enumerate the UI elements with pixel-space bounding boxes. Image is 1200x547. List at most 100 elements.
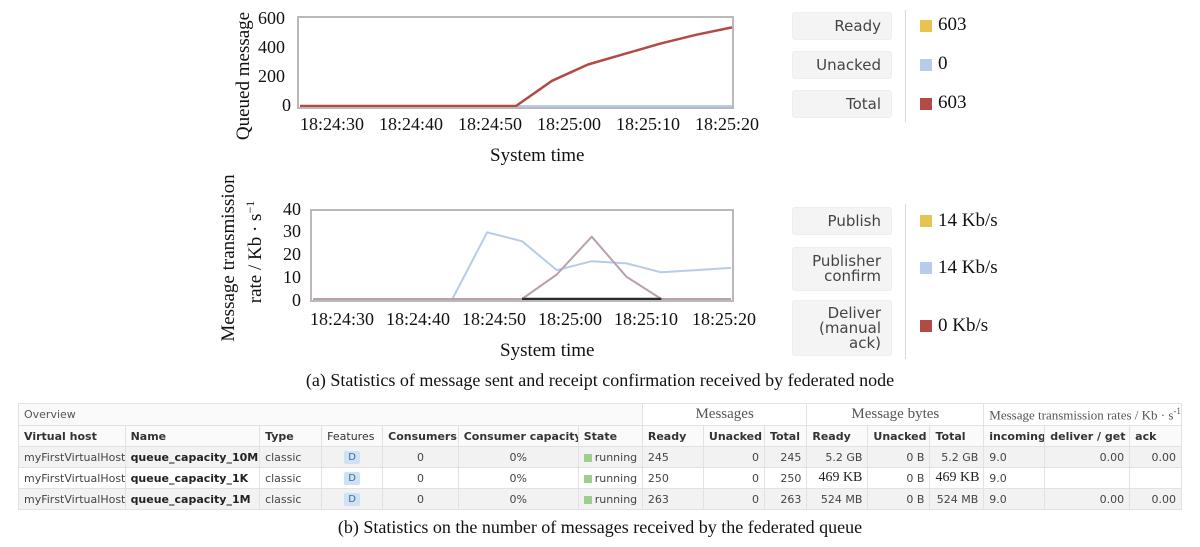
legend-total-label: Total (792, 90, 892, 118)
col-bytes-unacked[interactable]: Unacked (867, 425, 931, 447)
chart1-plot-area (297, 16, 734, 109)
cell-state: running (577, 467, 643, 489)
cell-deliver-get (1044, 467, 1131, 489)
legend-publish-value: 14 Kb/s (938, 210, 998, 231)
cell-unacked: 0 (702, 467, 765, 489)
col-msg-total[interactable]: Total (763, 425, 808, 447)
table-row[interactable]: myFirstVirtualHost queue_capacity_1K cla… (18, 467, 1182, 489)
cell-total: 263 (763, 488, 808, 510)
chart2-svg (310, 209, 734, 302)
chart2-xtick: 18:25:10 (614, 309, 679, 329)
chart2-xlabel: System time (500, 340, 595, 361)
col-msg-ready[interactable]: Ready (641, 425, 704, 447)
legend-unacked-label: Unacked (792, 51, 892, 79)
chart1-ytick: 200 (258, 66, 285, 86)
table-group-rates: Message transmission rates / Kb · s-1 (983, 403, 1182, 426)
cell-incoming: 9.0 (983, 446, 1046, 468)
col-state[interactable]: State (577, 425, 643, 447)
queues-table: Overview Messages Message bytes Message … (18, 403, 1182, 510)
col-name[interactable]: Name (124, 425, 261, 447)
chart1-ytick: 400 (258, 37, 285, 57)
cell-capacity: 0% (457, 467, 579, 489)
col-rate-incoming[interactable]: incoming (983, 425, 1046, 447)
cell-queue-name[interactable]: queue_capacity_1K (124, 467, 261, 489)
chart2-xtick: 18:24:40 (386, 309, 451, 329)
cell-consumers: 0 (382, 488, 459, 510)
cell-consumers: 0 (382, 446, 459, 468)
running-status-icon (583, 453, 592, 462)
cell-unacked: 0 (702, 488, 765, 510)
series-line-publisher-confirm (313, 231, 732, 300)
chart2-ylabel-line2: rate / Kb · s−1 (242, 200, 267, 304)
col-consumers[interactable]: Consumers (382, 425, 459, 447)
chart2-ytick: 10 (283, 267, 301, 287)
legend-deliver-swatch (920, 320, 932, 332)
chart1-xtick: 18:25:00 (537, 114, 602, 134)
legend-unacked-value: 0 (938, 53, 948, 74)
legend-total-value: 603 (938, 92, 967, 113)
cell-incoming: 9.0 (983, 488, 1046, 510)
cell-capacity: 0% (457, 488, 579, 510)
col-features[interactable]: Features (321, 425, 384, 447)
legend-deliver-label: Deliver (manual ack) (792, 300, 892, 356)
caption-a: (a) Statistics of message sent and recei… (305, 370, 895, 390)
table-overview-label: Overview (18, 403, 643, 426)
cell-ready: 263 (641, 488, 704, 510)
cell-bytes-unacked: 0 B (867, 488, 931, 510)
caption-b: (b) Statistics on the number of messages… (337, 517, 863, 537)
col-rate-deliver-get[interactable]: deliver / get (1044, 425, 1131, 447)
col-consumer-capacity[interactable]: Consumer capacity (457, 425, 579, 447)
cell-deliver-get: 0.00 (1044, 446, 1131, 468)
chart1-xtick: 18:25:20 (695, 114, 760, 134)
chart1-xtick: 18:25:10 (616, 114, 681, 134)
cell-unacked: 0 (702, 446, 765, 468)
table-group-bytes: Message bytes (806, 403, 985, 426)
table-group-messages: Messages (641, 403, 808, 426)
col-bytes-total[interactable]: Total (929, 425, 985, 447)
cell-bytes-total: 524 MB (929, 488, 985, 510)
cell-total: 245 (763, 446, 808, 468)
chart2-xtick: 18:25:00 (538, 309, 603, 329)
chart2-ytick: 20 (283, 244, 301, 264)
legend2-divider (905, 204, 906, 359)
durable-badge: D (344, 493, 360, 506)
chart1-ytick: 0 (282, 95, 291, 115)
cell-vhost: myFirstVirtualHost (18, 488, 126, 510)
legend-deliver-value: 0 Kb/s (938, 315, 989, 336)
cell-incoming: 9.0 (983, 467, 1046, 489)
cell-ack: 0.00 (1129, 488, 1182, 510)
cell-bytes-total: 5.2 GB (929, 446, 985, 468)
col-type[interactable]: Type (259, 425, 323, 447)
cell-features: D (321, 446, 384, 468)
chart1-xlabel: System time (490, 145, 585, 166)
series-line-publish (313, 235, 731, 300)
cell-consumers: 0 (382, 467, 459, 489)
cell-type: classic (259, 467, 323, 489)
series-line-total (300, 26, 733, 108)
cell-queue-name[interactable]: queue_capacity_10M (124, 446, 261, 468)
cell-bytes-ready: 524 MB (806, 488, 869, 510)
col-bytes-ready[interactable]: Ready (806, 425, 869, 447)
cell-state: running (577, 488, 643, 510)
cell-bytes-unacked: 0 B (867, 446, 931, 468)
table-row[interactable]: myFirstVirtualHost queue_capacity_10M cl… (18, 446, 1182, 468)
chart1-xtick: 18:24:30 (300, 114, 365, 134)
legend-publisher-confirm-swatch (920, 262, 932, 274)
table-row[interactable]: myFirstVirtualHost queue_capacity_1M cla… (18, 488, 1182, 510)
col-rate-ack[interactable]: ack (1129, 425, 1182, 447)
cell-deliver-get: 0.00 (1044, 488, 1131, 510)
cell-type: classic (259, 488, 323, 510)
cell-ack: 0.00 (1129, 446, 1182, 468)
col-virtual-host[interactable]: Virtual host (18, 425, 126, 447)
chart2-xtick: 18:25:20 (692, 309, 757, 329)
cell-ack (1129, 467, 1182, 489)
legend-publish-label: Publish (792, 207, 892, 235)
running-status-icon (583, 495, 592, 504)
legend-publisher-confirm-label: Publisher confirm (792, 247, 892, 291)
cell-queue-name[interactable]: queue_capacity_1M (124, 488, 261, 510)
col-msg-unacked[interactable]: Unacked (702, 425, 765, 447)
chart2-ytick: 30 (283, 221, 301, 241)
chart2-xtick: 18:24:30 (310, 309, 375, 329)
legend-total-swatch (920, 98, 932, 110)
cell-bytes-unacked: 0 B (867, 467, 931, 489)
